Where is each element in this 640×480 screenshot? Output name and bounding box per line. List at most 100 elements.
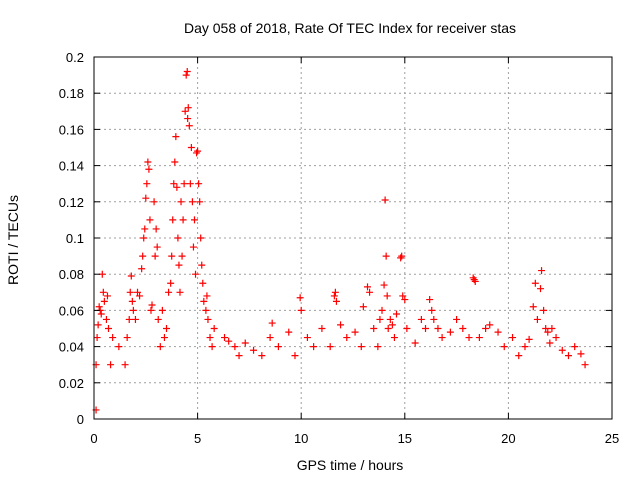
data-point [285, 328, 293, 336]
data-point [548, 325, 556, 332]
data-point [351, 328, 359, 336]
data-point [546, 339, 554, 347]
data-point [189, 243, 197, 251]
data-point [446, 328, 454, 336]
x-tick-label: 20 [501, 431, 515, 446]
data-point [176, 288, 184, 296]
axis-ticks: 0 0.02 0.04 0.06 0.08 0.1 0.12 0.14 0.16 0.18 0.2 0… [59, 50, 620, 446]
data-point [143, 180, 151, 188]
y-axis-label: ROTI / TECUs [5, 195, 21, 285]
data-point [386, 315, 394, 323]
data-point [380, 281, 388, 289]
data-point [184, 115, 192, 123]
data-point [139, 252, 147, 260]
data-point [434, 325, 442, 332]
data-point [310, 343, 318, 351]
data-point [422, 325, 430, 332]
data-point [343, 334, 351, 342]
data-point [131, 315, 139, 323]
data-point [151, 252, 159, 260]
data-point [153, 243, 161, 251]
data-point [99, 288, 107, 296]
data-point [577, 350, 585, 358]
data-point [182, 71, 190, 79]
data-point [364, 283, 372, 291]
data-point [165, 288, 173, 296]
data-point [194, 147, 202, 155]
data-point [482, 325, 490, 332]
data-point [381, 196, 389, 204]
data-point [542, 325, 550, 332]
y-tick-label: 0.18 [59, 86, 84, 101]
y-tick-label: 0.02 [59, 376, 84, 391]
data-point [177, 198, 185, 206]
data-point [390, 334, 398, 342]
y-tick-label: 0.04 [59, 340, 84, 355]
data-point [195, 180, 203, 188]
data-point [330, 292, 338, 300]
data-point [180, 180, 188, 188]
data-point [199, 279, 207, 287]
data-point [494, 328, 502, 336]
data-point [398, 252, 406, 260]
data-point [127, 272, 135, 280]
data-point [107, 361, 115, 369]
data-point [225, 337, 233, 345]
data-point [147, 306, 155, 314]
data-point [337, 321, 345, 329]
data-point [163, 325, 171, 332]
data-point [383, 292, 391, 300]
data-point [145, 165, 153, 173]
data-point [102, 315, 110, 323]
data-point [266, 334, 274, 342]
data-point [140, 234, 148, 242]
data-point [221, 334, 229, 342]
data-point [185, 122, 193, 130]
data-point [200, 297, 208, 305]
data-point [500, 343, 508, 351]
data-point [198, 261, 206, 269]
data-point [475, 334, 483, 342]
data-point [188, 198, 196, 206]
data-point [393, 310, 401, 318]
data-point [138, 265, 146, 273]
data-point [378, 306, 386, 314]
data-point [537, 285, 545, 293]
data-point [210, 325, 218, 332]
data-point [533, 315, 541, 323]
data-point [136, 292, 144, 300]
data-point [125, 315, 133, 323]
data-point [525, 335, 533, 343]
data-point [178, 252, 186, 260]
data-point [202, 306, 210, 314]
data-point [126, 288, 134, 296]
data-point [93, 334, 101, 342]
data-point [268, 319, 276, 327]
data-point [183, 67, 191, 75]
data-point [181, 107, 189, 115]
data-point [274, 343, 282, 351]
data-point [258, 352, 266, 360]
data-point [173, 183, 181, 191]
data-point [581, 361, 589, 369]
data-point [168, 252, 176, 260]
data-point [169, 216, 177, 224]
data-point [129, 306, 137, 314]
data-point [154, 315, 162, 323]
data-point [170, 180, 178, 188]
data-point [453, 315, 461, 323]
data-point [141, 225, 149, 233]
data-point [231, 343, 239, 351]
data-point [203, 292, 211, 300]
data-point [521, 343, 529, 351]
x-axis-label: GPS time / hours [297, 457, 404, 473]
data-point [208, 343, 216, 351]
data-point [399, 292, 407, 300]
x-tick-label: 25 [605, 431, 619, 446]
data-point [411, 339, 419, 347]
data-point [197, 234, 205, 242]
data-point [318, 325, 326, 332]
